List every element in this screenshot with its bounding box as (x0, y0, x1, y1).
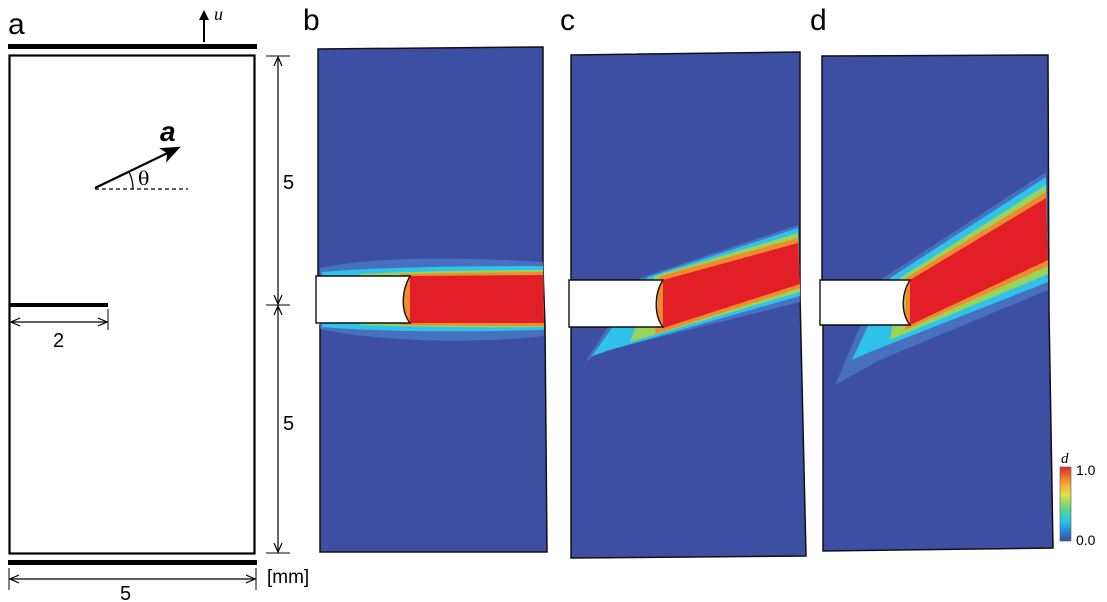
panel-a-label: a (8, 8, 25, 41)
angle-theta-label: θ (138, 168, 149, 190)
legend-max-label: 1.0 (1076, 462, 1096, 478)
legend-variable-label: d (1061, 451, 1069, 467)
legend-color-bar (1059, 466, 1072, 542)
orientation-vector-arrow-icon (94, 146, 181, 189)
top-grip-plate (8, 44, 257, 49)
orientation-vector-label: a (160, 116, 176, 147)
crack-length-label: 2 (53, 330, 64, 352)
upper-height-label: 5 (283, 172, 294, 194)
width-label: 5 (120, 583, 131, 602)
bottom-grip-plate (8, 560, 257, 565)
panel-d-notch (819, 279, 912, 326)
lower-height-label: 5 (283, 413, 294, 435)
panel-d-label: d (810, 4, 827, 37)
panel-c-simulation: c (560, 4, 807, 559)
panel-b-simulation: b (303, 4, 548, 553)
panel-d-simulation: d (810, 4, 1054, 552)
panel-b-notch (315, 275, 412, 324)
panel-b-label: b (303, 4, 320, 37)
damage-color-legend: d 1.0 0.0 (1059, 451, 1096, 548)
angle-arc (128, 171, 134, 190)
specimen-outline (8, 54, 256, 555)
displacement-label: u (214, 4, 223, 24)
unit-label: [mm] (267, 567, 309, 588)
panel-c-notch (568, 279, 665, 328)
legend-min-label: 0.0 (1076, 532, 1096, 548)
panel-c-label: c (560, 4, 575, 37)
panel-d-damage-band (835, 172, 1048, 385)
panel-a-schematic: a u a θ 2 5 5 5 [mm] (8, 4, 309, 602)
